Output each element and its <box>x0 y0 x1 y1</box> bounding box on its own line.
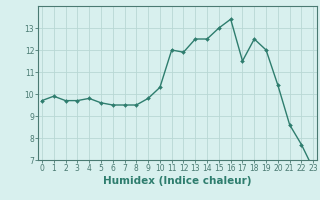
X-axis label: Humidex (Indice chaleur): Humidex (Indice chaleur) <box>103 176 252 186</box>
